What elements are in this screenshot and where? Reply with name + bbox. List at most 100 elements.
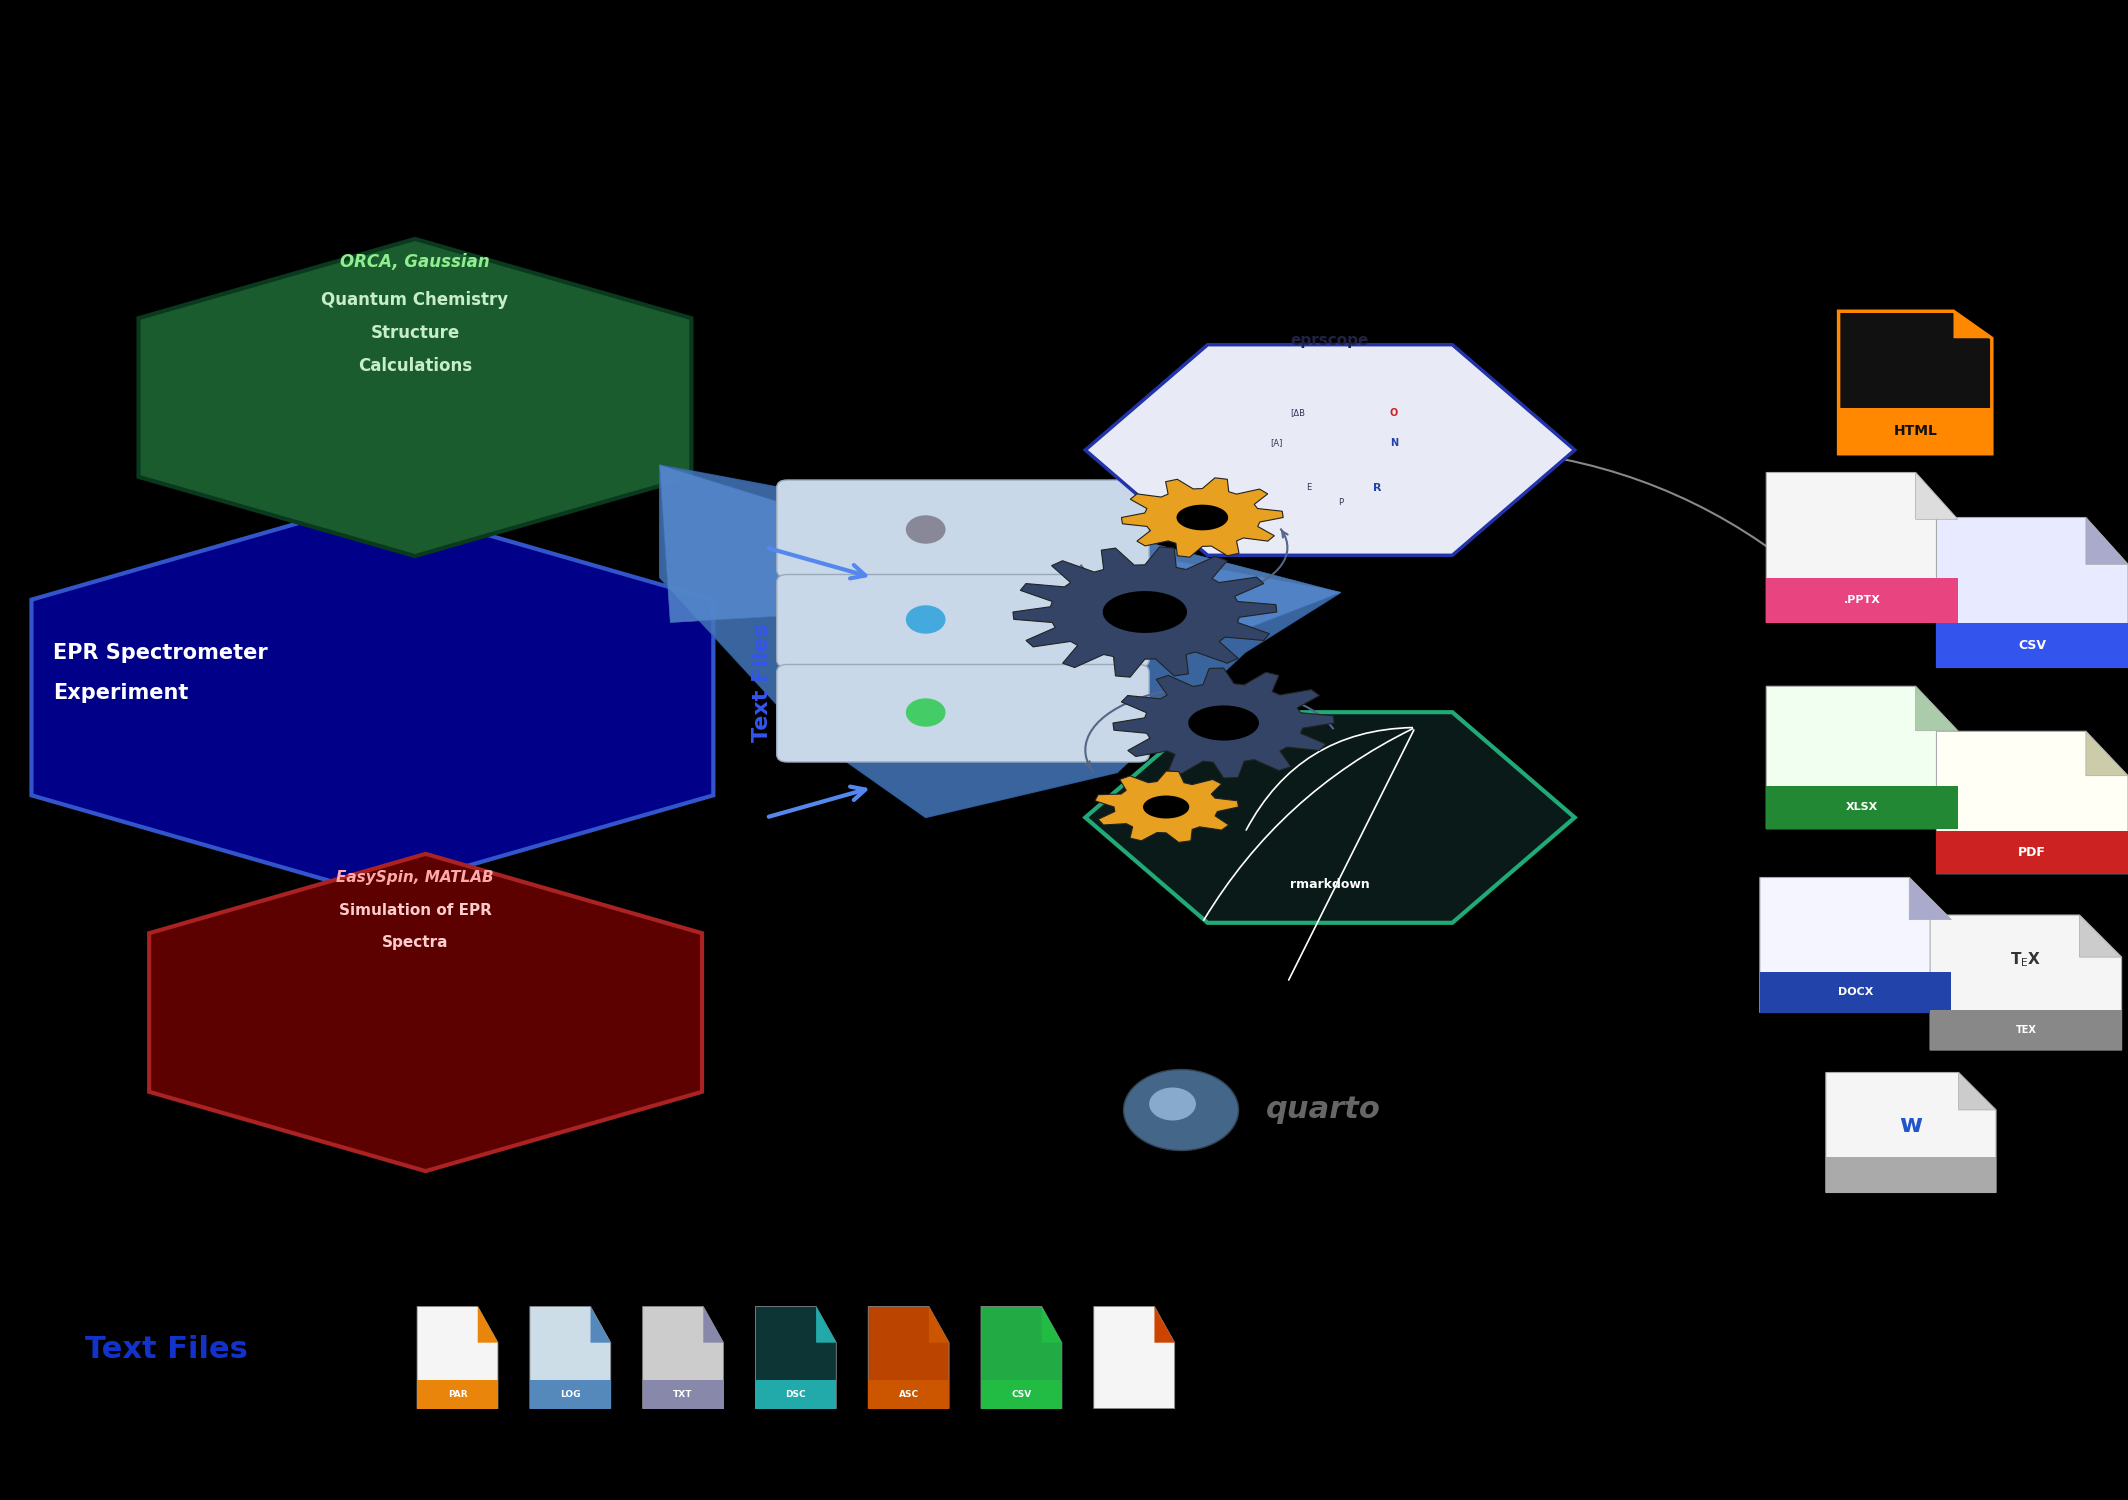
- Polygon shape: [1113, 668, 1334, 778]
- Text: Spectra: Spectra: [381, 934, 449, 950]
- FancyBboxPatch shape: [1760, 972, 1951, 1012]
- Polygon shape: [2079, 915, 2122, 957]
- Polygon shape: [2085, 518, 2128, 564]
- Polygon shape: [1936, 730, 2128, 873]
- Polygon shape: [1187, 705, 1260, 741]
- FancyBboxPatch shape: [1936, 831, 2128, 873]
- Text: HTML: HTML: [1894, 424, 1936, 438]
- Text: [ΔB: [ΔB: [1290, 408, 1307, 417]
- Polygon shape: [1156, 1306, 1175, 1342]
- Polygon shape: [1826, 1072, 1996, 1192]
- Polygon shape: [1766, 472, 1958, 622]
- Polygon shape: [1085, 345, 1575, 555]
- Text: P: P: [1339, 498, 1343, 507]
- Polygon shape: [32, 503, 713, 892]
- FancyBboxPatch shape: [755, 1380, 836, 1408]
- FancyBboxPatch shape: [868, 1380, 949, 1408]
- FancyBboxPatch shape: [417, 1380, 498, 1408]
- Text: Simulation of EPR: Simulation of EPR: [338, 903, 492, 918]
- Circle shape: [907, 516, 945, 543]
- Text: .PPTX: .PPTX: [1843, 596, 1881, 604]
- Text: [A]: [A]: [1270, 438, 1283, 447]
- FancyBboxPatch shape: [1839, 408, 1992, 453]
- FancyBboxPatch shape: [777, 480, 1149, 578]
- Polygon shape: [1094, 1306, 1175, 1408]
- Polygon shape: [1041, 1306, 1062, 1342]
- Text: DSC: DSC: [785, 1389, 807, 1398]
- Polygon shape: [1909, 878, 1951, 920]
- Polygon shape: [1143, 795, 1190, 819]
- Circle shape: [907, 606, 945, 633]
- FancyBboxPatch shape: [777, 574, 1149, 668]
- Polygon shape: [1085, 712, 1575, 922]
- Text: T$_{\rm E}$X: T$_{\rm E}$X: [2011, 951, 2041, 969]
- Polygon shape: [702, 1306, 724, 1342]
- Text: N: N: [1390, 438, 1398, 447]
- Text: CSV: CSV: [2017, 639, 2047, 651]
- Text: LOG: LOG: [560, 1389, 581, 1398]
- FancyBboxPatch shape: [1936, 622, 2128, 668]
- Polygon shape: [530, 1306, 611, 1408]
- Text: EPR Spectrometer: EPR Spectrometer: [53, 642, 268, 663]
- Text: TEX: TEX: [2015, 1024, 2036, 1035]
- Circle shape: [1149, 1088, 1196, 1120]
- Polygon shape: [138, 238, 692, 556]
- Polygon shape: [1096, 771, 1238, 843]
- Circle shape: [907, 699, 945, 726]
- Text: PDF: PDF: [2017, 846, 2047, 859]
- FancyBboxPatch shape: [1766, 786, 1958, 828]
- FancyBboxPatch shape: [1766, 578, 1958, 622]
- Text: EasySpin, MATLAB: EasySpin, MATLAB: [336, 870, 494, 885]
- Text: Text Files: Text Files: [85, 1335, 247, 1365]
- Text: w: w: [1900, 1113, 1922, 1137]
- FancyBboxPatch shape: [981, 1380, 1062, 1408]
- Polygon shape: [1936, 518, 2128, 668]
- Polygon shape: [1930, 915, 2122, 1050]
- Polygon shape: [1760, 878, 1951, 1013]
- Polygon shape: [815, 1306, 836, 1342]
- Polygon shape: [660, 465, 926, 622]
- Polygon shape: [1177, 504, 1228, 531]
- Text: XLSX: XLSX: [1845, 802, 1879, 813]
- Polygon shape: [1013, 548, 1277, 676]
- Polygon shape: [1053, 540, 1341, 638]
- Text: eprscope: eprscope: [1292, 333, 1368, 348]
- Polygon shape: [868, 1306, 949, 1408]
- Polygon shape: [2085, 730, 2128, 776]
- Polygon shape: [1954, 312, 1992, 339]
- Text: ORCA, Gaussian: ORCA, Gaussian: [340, 254, 489, 272]
- Polygon shape: [928, 1306, 949, 1342]
- FancyBboxPatch shape: [530, 1380, 611, 1408]
- Polygon shape: [1121, 478, 1283, 556]
- Text: Text Files: Text Files: [751, 622, 772, 742]
- Polygon shape: [1958, 1072, 1996, 1110]
- FancyBboxPatch shape: [643, 1380, 724, 1408]
- Text: O: O: [1390, 408, 1398, 417]
- Text: rmarkdown: rmarkdown: [1290, 879, 1370, 891]
- Text: Quantum Chemistry: Quantum Chemistry: [321, 291, 509, 309]
- Polygon shape: [1766, 687, 1958, 828]
- Polygon shape: [592, 1306, 611, 1342]
- Text: R: R: [1373, 483, 1381, 492]
- Text: E: E: [1307, 483, 1311, 492]
- Polygon shape: [981, 1306, 1062, 1408]
- Polygon shape: [755, 1306, 836, 1408]
- Text: DOCX: DOCX: [1839, 987, 1873, 998]
- Polygon shape: [1915, 472, 1958, 519]
- Text: Structure: Structure: [370, 324, 460, 342]
- Polygon shape: [1839, 312, 1992, 453]
- Text: PAR: PAR: [447, 1389, 468, 1398]
- Polygon shape: [477, 1306, 498, 1342]
- Polygon shape: [643, 1306, 724, 1408]
- Polygon shape: [149, 853, 702, 1172]
- Text: CSV: CSV: [1011, 1389, 1032, 1398]
- Circle shape: [1124, 1070, 1238, 1150]
- Text: quarto: quarto: [1266, 1095, 1381, 1125]
- FancyBboxPatch shape: [1930, 1010, 2122, 1050]
- FancyBboxPatch shape: [777, 664, 1149, 762]
- Polygon shape: [1102, 591, 1187, 633]
- Text: Experiment: Experiment: [53, 682, 189, 703]
- Polygon shape: [660, 465, 1341, 818]
- Text: TXT: TXT: [672, 1389, 694, 1398]
- Text: Calculations: Calculations: [358, 357, 472, 375]
